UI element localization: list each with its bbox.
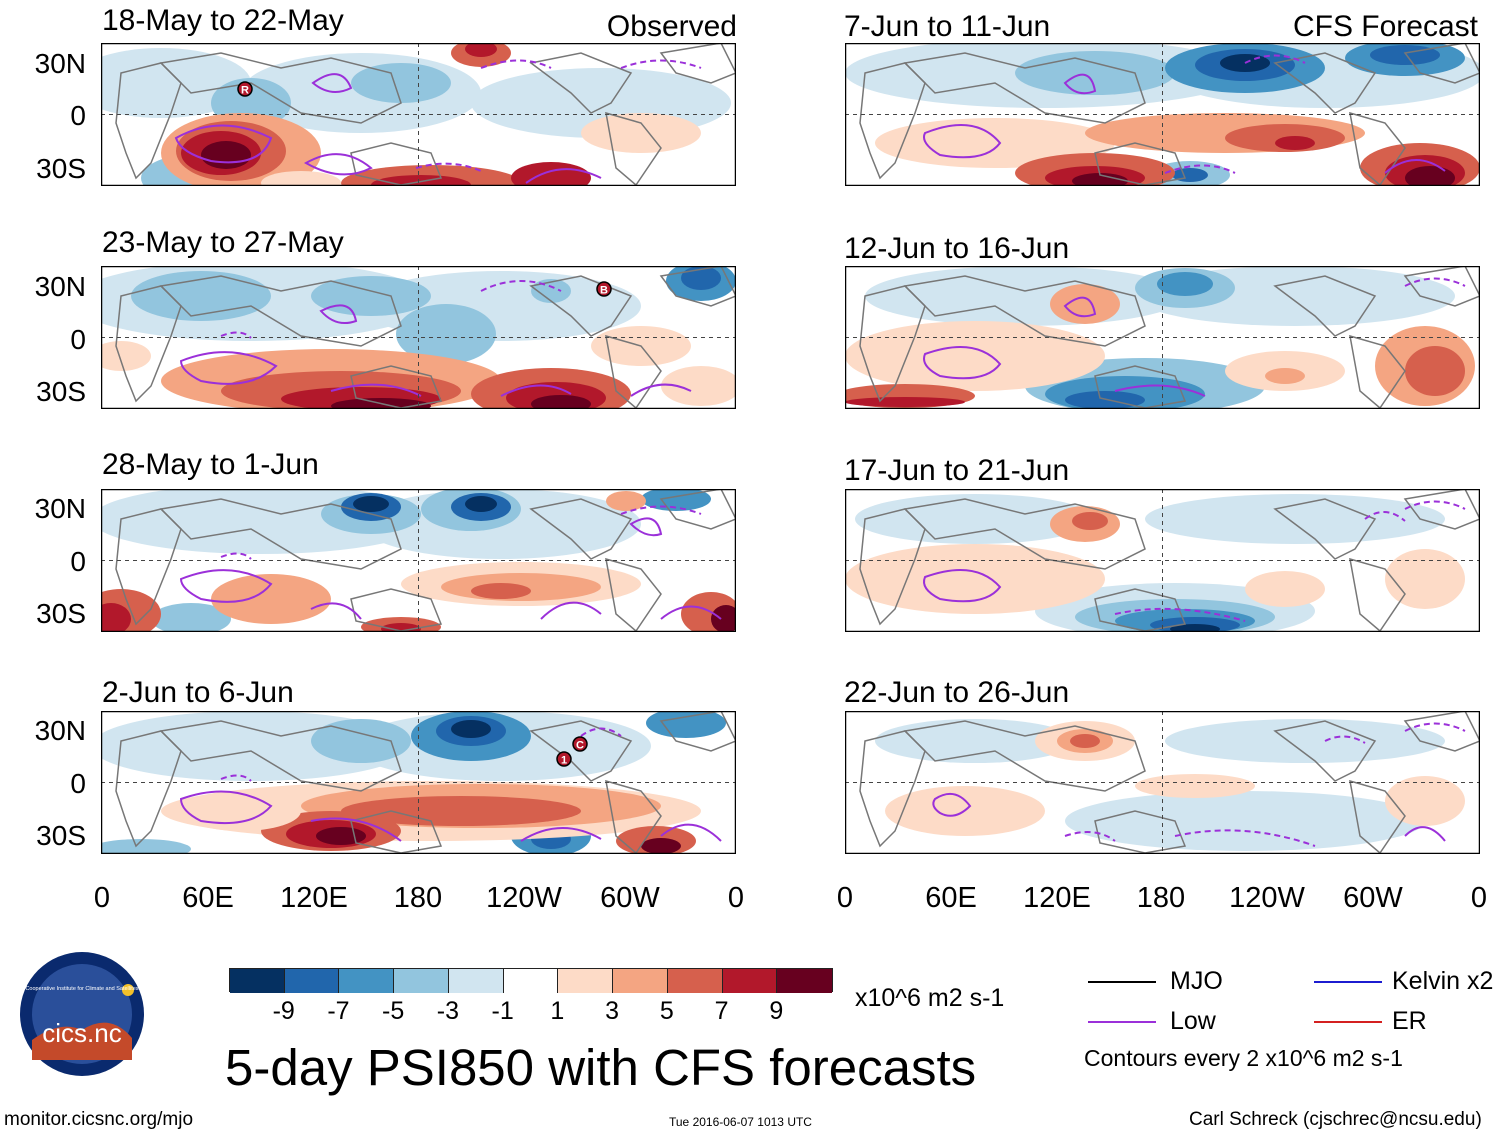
colorbar-swatch xyxy=(558,969,614,993)
colorbar-swatch xyxy=(284,969,340,993)
colorbar-tick-label: 1 xyxy=(550,997,565,1025)
map-panel-observed-1: R xyxy=(101,43,736,186)
storm-marker-label: R xyxy=(241,85,249,97)
legend-swatch-low xyxy=(1088,1021,1156,1023)
map-panel-forecast-1 xyxy=(845,43,1480,186)
colorbar-tick-label: 9 xyxy=(769,997,784,1025)
colorbar xyxy=(229,968,833,993)
lon-label: 180 xyxy=(393,882,443,914)
panel-title-fc-4: 22-Jun to 26-Jun xyxy=(844,676,1070,709)
forecast-label: CFS Forecast xyxy=(1292,10,1478,43)
legend-label-low: Low xyxy=(1170,1007,1216,1035)
lon-label: 120E xyxy=(1023,882,1091,914)
colorbar-swatch xyxy=(777,969,832,993)
lon-label: 0 xyxy=(1470,882,1488,914)
colorbar-tick-labels: -9 -7 -5 -3 -1 1 3 5 7 9 xyxy=(229,999,833,1029)
colorbar-swatch xyxy=(448,969,504,993)
footer-author: Carl Schreck (cjschrec@ncsu.edu) xyxy=(1189,1109,1482,1130)
colorbar-tick-label: -3 xyxy=(436,997,460,1025)
colorbar-tick-label: 7 xyxy=(714,997,729,1025)
colorbar-swatch xyxy=(230,969,285,993)
lat-label-eq: 0 xyxy=(70,768,86,799)
lat-label-30n: 30N xyxy=(34,48,86,79)
cicsnc-logo: cics.nc Cooperative Institute for Climat… xyxy=(10,950,160,1080)
lat-label-30n: 30N xyxy=(34,715,86,746)
storm-marker: C xyxy=(572,736,588,752)
lat-label-eq: 0 xyxy=(70,100,86,131)
footer-timestamp: Tue 2016-06-07 1013 UTC xyxy=(669,1115,812,1129)
lon-label: 0 xyxy=(727,882,745,914)
colorbar-swatch xyxy=(339,969,395,993)
map-panel-observed-2: B xyxy=(101,266,736,409)
map-panel-forecast-4 xyxy=(845,711,1480,854)
panel-title-obs-4: 2-Jun to 6-Jun xyxy=(102,676,294,709)
lat-label-30s: 30S xyxy=(36,153,86,184)
storm-marker-label: C xyxy=(576,740,584,752)
colorbar-units: x10^6 m2 s-1 xyxy=(855,984,1005,1012)
panel-title-fc-1: 7-Jun to 11-Jun xyxy=(844,10,1051,43)
logo-ring-text: Cooperative Institute for Climate and Sa… xyxy=(25,986,138,992)
colorbar-tick-label: -5 xyxy=(382,997,405,1025)
legend-swatch-kelvin xyxy=(1314,981,1382,983)
panel-title-obs-2: 23-May to 27-May xyxy=(102,226,344,259)
lat-label-eq: 0 xyxy=(70,324,86,355)
lon-label: 120W xyxy=(1229,882,1305,914)
footer-url: monitor.cicsnc.org/mjo xyxy=(4,1109,194,1130)
lat-label-30s: 30S xyxy=(36,820,86,851)
colorbar-swatch xyxy=(503,969,559,993)
main-title: 5-day PSI850 with CFS forecasts xyxy=(225,1039,977,1096)
map-panel-observed-4: 1 C xyxy=(101,711,736,854)
logo-text: cics.nc xyxy=(42,1018,121,1048)
lon-label: 60W xyxy=(600,882,660,914)
lon-label: 60W xyxy=(1343,882,1403,914)
lon-label: 120E xyxy=(280,882,348,914)
colorbar-tick-label: -9 xyxy=(272,997,295,1025)
colorbar-tick-label: -7 xyxy=(327,997,350,1025)
lat-label-eq: 0 xyxy=(70,546,86,577)
colorbar-swatch xyxy=(394,969,449,993)
panel-title-obs-3: 28-May to 1-Jun xyxy=(102,448,319,481)
lon-label: 180 xyxy=(1136,882,1186,914)
storm-marker-label: B xyxy=(600,285,608,297)
legend-swatch-er xyxy=(1314,1021,1382,1023)
colorbar-tick-label: -1 xyxy=(491,997,514,1025)
lat-label-30n: 30N xyxy=(34,271,86,302)
colorbar-swatch xyxy=(667,969,723,993)
storm-marker: 1 xyxy=(556,751,572,767)
lon-label: 0 xyxy=(93,882,111,914)
lon-label: 0 xyxy=(836,882,854,914)
lon-label: 60E xyxy=(925,882,977,914)
observed-label: Observed xyxy=(606,10,737,43)
legend-label-kelvin: Kelvin x2 xyxy=(1392,967,1494,995)
colorbar-swatch xyxy=(722,969,778,993)
lat-label-30n: 30N xyxy=(34,493,86,524)
lat-label-30s: 30S xyxy=(36,376,86,407)
map-panel-forecast-2 xyxy=(845,266,1480,409)
lat-label-30s: 30S xyxy=(36,598,86,629)
legend-label-mjo: MJO xyxy=(1170,967,1223,995)
lon-label: 120W xyxy=(486,882,562,914)
storm-marker-label: 1 xyxy=(561,755,567,767)
colorbar-swatch xyxy=(613,969,668,993)
map-panel-forecast-3 xyxy=(845,489,1480,632)
legend-label-er: ER xyxy=(1392,1007,1427,1035)
map-panel-observed-3 xyxy=(101,489,736,632)
storm-marker: B xyxy=(596,281,612,297)
contours-note: Contours every 2 x10^6 m2 s-1 xyxy=(1084,1045,1403,1071)
panel-title-fc-3: 17-Jun to 21-Jun xyxy=(844,454,1070,487)
storm-marker: R xyxy=(237,81,253,97)
colorbar-tick-label: 3 xyxy=(605,997,620,1025)
panel-title-obs-1: 18-May to 22-May xyxy=(102,4,344,37)
panel-title-fc-2: 12-Jun to 16-Jun xyxy=(844,232,1070,265)
colorbar-tick-label: 5 xyxy=(659,997,674,1025)
lon-label: 60E xyxy=(182,882,234,914)
legend-swatch-mjo xyxy=(1088,981,1156,983)
